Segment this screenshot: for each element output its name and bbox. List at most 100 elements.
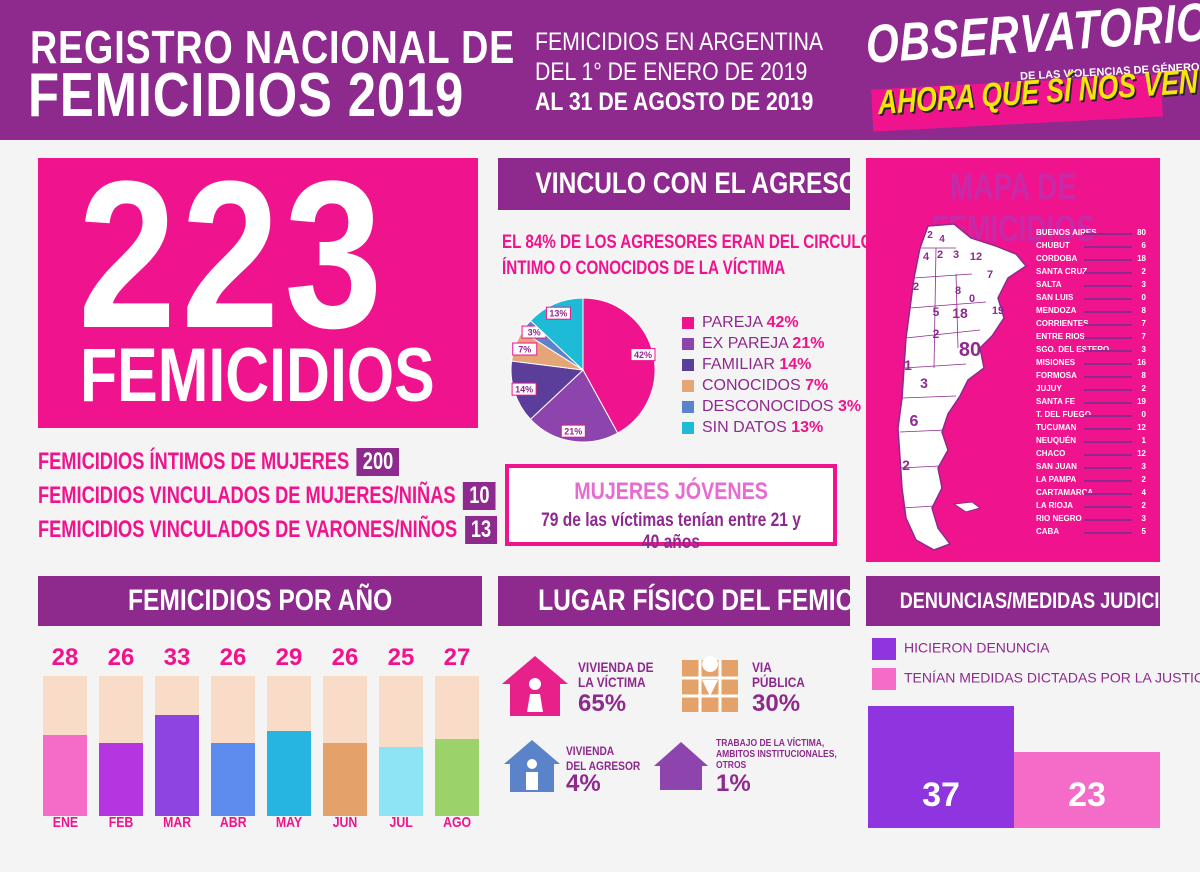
map-province-count: 2 [937,249,943,261]
map-province-count: 2 [933,327,940,341]
province-leader-line [1084,415,1132,417]
province-value: 7 [1141,319,1146,328]
lugar-vivienda-agresor-pct: 4% [566,770,601,797]
mujeres-jovenes-box [505,464,837,546]
province-value: 3 [1141,462,1146,471]
province-leader-line [1084,428,1132,430]
province-row: SANTA CRUZ 2 [1036,267,1146,276]
month-bar-abr [211,743,255,816]
legend-swatch [682,337,694,350]
province-leader-line [1084,363,1132,365]
province-value: 4 [1141,488,1146,497]
province-row: JUJUY 2 [1036,384,1146,393]
svg-text:13%: 13% [549,309,567,319]
vinculo-header: VINCULO CON EL AGRESOR [498,158,850,210]
province-value: 1 [1141,436,1146,445]
subtitle-line1: FEMICIDIOS EN ARGENTINA [535,28,824,56]
map-province-count: 12 [970,251,982,263]
province-name: NEUQUÉN [1036,436,1077,445]
legend-swatch [682,358,694,371]
province-name: SANTA FE [1036,397,1076,406]
map-province-count: 5 [933,305,940,319]
province-row: CARTAMARCA 4 [1036,488,1146,497]
total-number: 223 [78,137,388,372]
map-province-count: 18 [952,305,968,321]
lugar-trabajo-label: TRABAJO DE LA VÍCTIMA, AMBITOS INSTITUCIO… [716,738,837,771]
month-value-feb: 26 [107,644,135,671]
province-row: CORDOBA 18 [1036,254,1146,263]
province-name: CABA [1036,527,1060,536]
lugar-trabajo-pct: 1% [716,770,751,797]
month-bar-ago [435,739,479,816]
month-bar-ene [43,735,87,816]
house-man-icon [504,740,560,792]
province-borders [899,247,987,509]
province-row: MENDOZA 8 [1036,306,1146,315]
category-row-vinculados-varones: FEMICIDIOS VINCULADOS DE VARONES/NIÑOS 13 [38,516,498,544]
svg-text:7%: 7% [518,345,531,355]
province-leader-line [1084,298,1132,300]
province-row: NEUQUÉN 1 [1036,436,1146,445]
province-leader-line [1084,480,1132,482]
lugar-via-publica-label: VIA PÚBLICA [752,659,805,690]
category-label: FEMICIDIOS VINCULADOS DE MUJERES/NIÑAS [38,482,456,509]
category-label: FEMICIDIOS VINCULADOS DE VARONES/NIÑOS [38,516,458,543]
province-row: TUCUMAN 12 [1036,423,1146,432]
province-row: FORMOSA 8 [1036,371,1146,380]
province-value: 2 [1141,475,1146,484]
month-value-ago: 27 [443,644,471,671]
svg-text:21%: 21% [564,427,582,437]
map-province-count: 19 [992,305,1004,317]
legend-item-pareja: PAREJA 42% [682,314,799,332]
province-row: MISIONES 16 [1036,358,1146,367]
province-name: SALTA [1036,280,1062,289]
province-name: T. DEL FUEGO [1036,410,1091,419]
tierra-del-fuego [952,501,982,513]
map-province-count: 2 [913,281,919,293]
map-province-count: 2 [902,457,910,473]
lugar-vivienda-victima-pct: 65% [578,690,627,717]
vinculo-subtitle-line2: ÍNTIMO O CONOCIDOS DE LA VÍCTIMA [502,258,786,279]
denuncias-legend-medidas: TENÍAN MEDIDAS DICTADAS POR LA JUSTICIA [872,668,1200,690]
province-value: 12 [1137,449,1146,458]
province-leader-line [1084,233,1132,235]
province-leader-line [1084,532,1132,534]
province-value: 19 [1137,397,1146,406]
province-leader-line [1084,376,1132,378]
total-box [38,158,478,428]
map-province-count: 7 [987,269,993,281]
legend-swatch [682,421,694,434]
legend-item-sin-datos: SIN DATOS 13% [682,419,823,437]
province-row: SANTA FE 19 [1036,397,1146,406]
province-value: 0 [1141,410,1146,419]
legend-item-ex-pareja: EX PAREJA 21% [682,335,824,353]
month-value-ene: 28 [51,644,79,671]
month-value-jun: 26 [331,644,359,671]
pie-slice-ex-pareja [529,369,619,443]
house-woman-icon [502,656,568,716]
province-leader-line [1084,246,1132,248]
month-label-feb: FEB [108,814,134,831]
pie-value-label: 42% [630,348,656,362]
province-value: 3 [1141,345,1146,354]
legend-swatch [872,668,896,690]
month-label-jul: JUL [389,814,413,831]
month-value-mar: 33 [163,644,191,671]
category-value: 13 [464,516,498,544]
month-bar-jul [379,747,423,816]
province-leader-line [1084,441,1132,443]
province-leader-line [1084,324,1132,326]
province-leader-line [1084,519,1132,521]
lugar-header: LUGAR FÍSICO DEL FEMICIDIO [498,576,850,626]
province-name: CORDOBA [1036,254,1078,263]
province-value: 5 [1141,527,1146,536]
category-label: FEMICIDIOS ÍNTIMOS DE MUJERES [38,448,350,475]
province-leader-line [1084,337,1132,339]
map-province-count: 80 [959,339,981,361]
province-value: 6 [1141,241,1146,250]
map-province-count: 4 [939,234,945,245]
map-province-count: 0 [969,293,975,305]
svg-text:14%: 14% [515,385,533,395]
subtitle-line3: AL 31 DE AGOSTO DE 2019 [535,88,814,116]
province-value: 3 [1141,280,1146,289]
